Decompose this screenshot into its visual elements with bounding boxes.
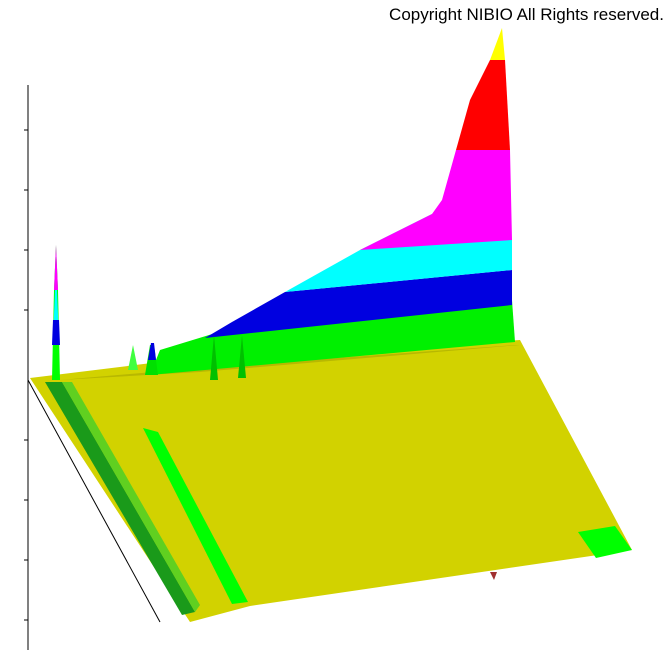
left-spike-top bbox=[54, 245, 58, 290]
copyright: Copyright NIBIO All Rights reserved. bbox=[389, 5, 664, 24]
magenta-band bbox=[360, 150, 512, 250]
blue-band bbox=[205, 270, 512, 338]
base-plane bbox=[30, 340, 632, 622]
dip bbox=[490, 572, 497, 580]
small-spike bbox=[210, 335, 218, 380]
axes bbox=[24, 85, 161, 650]
corner-patch bbox=[578, 526, 632, 558]
yellow-peak bbox=[490, 28, 505, 60]
small-spike-blue bbox=[148, 343, 156, 360]
red-band bbox=[456, 60, 510, 150]
light-strip bbox=[62, 382, 200, 612]
green-strip bbox=[143, 428, 248, 604]
depth-axis bbox=[27, 379, 161, 623]
small-spike bbox=[128, 345, 138, 370]
dark-strip bbox=[45, 382, 195, 615]
surface bbox=[30, 28, 632, 622]
small-spike bbox=[238, 335, 246, 378]
left-spike-blue bbox=[52, 320, 60, 345]
